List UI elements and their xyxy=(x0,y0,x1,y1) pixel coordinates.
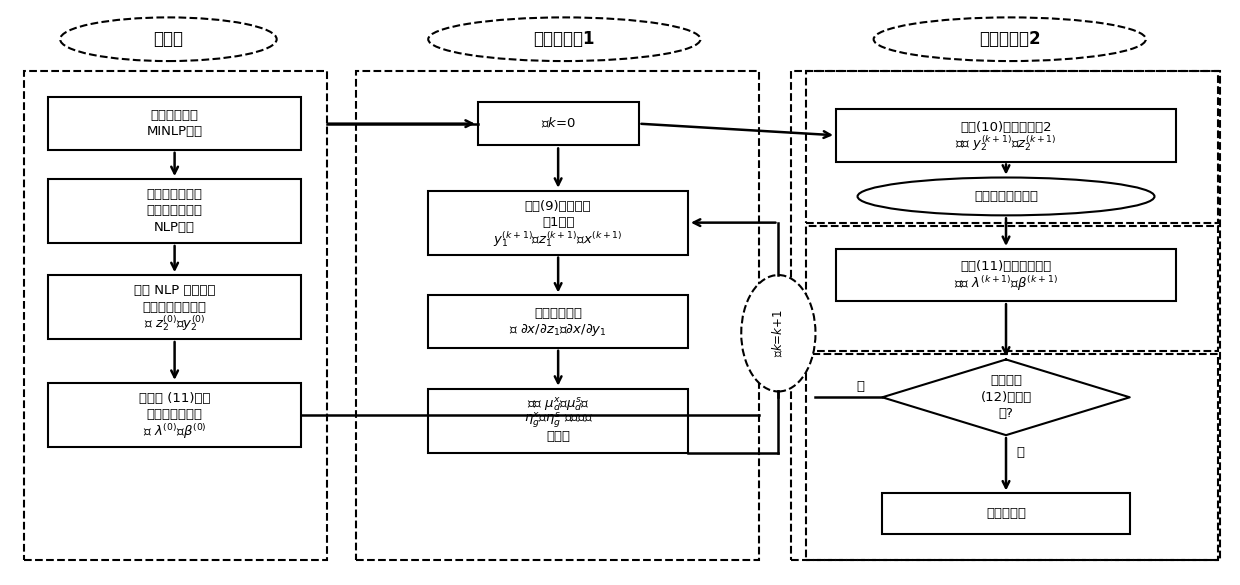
Text: 是: 是 xyxy=(1017,446,1025,459)
Text: 由式(10)求解子问题2: 由式(10)求解子问题2 xyxy=(960,121,1052,133)
Text: 构建无功优化: 构建无功优化 xyxy=(150,109,198,122)
Text: 令$k$=0: 令$k$=0 xyxy=(541,116,575,131)
Text: 获得灵敏度系: 获得灵敏度系 xyxy=(534,307,582,320)
Ellipse shape xyxy=(874,18,1146,61)
Bar xyxy=(791,71,1220,560)
Text: 乘子 $\lambda^{(k+1)}$，$\beta^{(k+1)}$: 乘子 $\lambda^{(k+1)}$，$\beta^{(k+1)}$ xyxy=(954,274,1058,292)
Text: 得到 $y_2^{(k+1)}$，$z_2^{(k+1)}$: 得到 $y_2^{(k+1)}$，$z_2^{(k+1)}$ xyxy=(955,133,1056,153)
Text: 收敛判据: 收敛判据 xyxy=(990,374,1022,387)
Bar xyxy=(806,354,1218,560)
Text: 求解子问题2: 求解子问题2 xyxy=(978,30,1040,48)
Bar xyxy=(48,179,301,243)
Bar xyxy=(883,493,1130,534)
Text: 令$k$=$k$+1: 令$k$=$k$+1 xyxy=(771,309,785,357)
Text: 由式(9)求解子问: 由式(9)求解子问 xyxy=(525,200,591,213)
Bar xyxy=(356,71,759,560)
Text: $\eta_g^x$，$\eta_g^s$ 筛选有效: $\eta_g^x$，$\eta_g^s$ 筛选有效 xyxy=(523,411,593,431)
Bar xyxy=(24,71,327,560)
Text: 由式(11)更新拉格朗日: 由式(11)更新拉格朗日 xyxy=(961,260,1052,273)
Bar xyxy=(806,71,1218,223)
Text: (12)是否满: (12)是否满 xyxy=(981,391,1032,404)
Bar xyxy=(48,383,301,447)
Text: 不等式: 不等式 xyxy=(546,431,570,443)
Text: MINLP模型: MINLP模型 xyxy=(146,125,202,138)
Bar xyxy=(428,295,688,348)
Text: 初始化: 初始化 xyxy=(154,30,184,48)
Bar xyxy=(477,102,639,146)
Text: 将离散变量松弛: 将离散变量松弛 xyxy=(146,188,202,201)
Text: 拉格朗日乘子初: 拉格朗日乘子初 xyxy=(146,408,202,421)
Text: 求解 NLP 模型，并: 求解 NLP 模型，并 xyxy=(134,284,216,297)
Bar xyxy=(48,98,301,150)
Text: 更新拉格朗日乘子: 更新拉格朗日乘子 xyxy=(973,190,1038,203)
Text: 值 $z_2^{(0)}$，$y_2^{(0)}$: 值 $z_2^{(0)}$，$y_2^{(0)}$ xyxy=(144,314,206,333)
Text: 获得优化解: 获得优化解 xyxy=(986,507,1025,520)
Text: 值 $\lambda^{(0)}$，$\beta^{(0)}$: 值 $\lambda^{(0)}$，$\beta^{(0)}$ xyxy=(143,422,207,441)
Ellipse shape xyxy=(61,18,277,61)
Text: 足?: 足? xyxy=(998,407,1013,420)
Text: 否: 否 xyxy=(856,380,864,393)
Text: 获得离散变量的初: 获得离散变量的初 xyxy=(143,301,207,314)
Text: NLP模型: NLP模型 xyxy=(154,221,195,234)
Text: 为连续变量得到: 为连续变量得到 xyxy=(146,205,202,218)
Bar xyxy=(806,226,1218,351)
Bar xyxy=(836,249,1176,301)
Bar xyxy=(428,191,688,254)
Text: 根据 $\mu_d^x$，$\mu_d^s$，: 根据 $\mu_d^x$，$\mu_d^s$， xyxy=(527,395,589,413)
Text: 数 $\partial x/\partial z_1$，$\partial x/\partial y_1$: 数 $\partial x/\partial z_1$，$\partial x/… xyxy=(510,322,608,338)
Text: $y_1^{(k+1)}$，$z_1^{(k+1)}$，$x^{(k+1)}$: $y_1^{(k+1)}$，$z_1^{(k+1)}$，$x^{(k+1)}$ xyxy=(494,229,622,249)
Ellipse shape xyxy=(858,177,1154,215)
Ellipse shape xyxy=(742,275,816,391)
Text: 根据式 (11)得到: 根据式 (11)得到 xyxy=(139,392,211,405)
Text: 题1得到: 题1得到 xyxy=(542,216,574,229)
Bar xyxy=(48,275,301,339)
Ellipse shape xyxy=(428,18,701,61)
Bar xyxy=(836,109,1176,161)
Text: 求解子问题1: 求解子问题1 xyxy=(533,30,595,48)
Bar xyxy=(428,388,688,453)
